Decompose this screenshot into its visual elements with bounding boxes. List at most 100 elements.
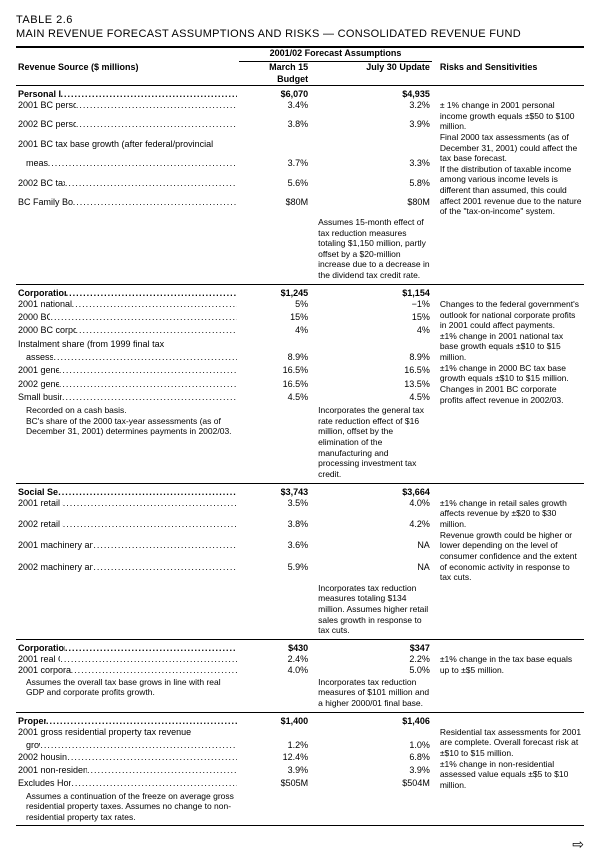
- row-label: 2002 retail sales growth: [16, 519, 239, 540]
- row-budget: 2.4%: [239, 654, 310, 665]
- row-update: $80M: [310, 197, 432, 217]
- row-update: 3.3%: [310, 158, 432, 177]
- row-label: Corporation Capital Tax: [16, 640, 239, 654]
- row-budget: 3.8%: [239, 519, 310, 540]
- row-budget: 3.4%: [239, 100, 310, 119]
- risk-note: [432, 583, 584, 636]
- row-update: 5.8%: [310, 178, 432, 197]
- row-risk: [432, 85, 584, 100]
- row-update: $504M: [310, 778, 432, 791]
- row-update: NA: [310, 562, 432, 583]
- row-label: 2001 gross residential property tax reve…: [16, 727, 239, 740]
- label-note: [16, 583, 239, 636]
- row-budget: [239, 727, 310, 740]
- row-update: $1,406: [310, 713, 432, 727]
- row-label: 2001 non-residential property value grow…: [16, 765, 239, 778]
- row-update: 4.0%: [310, 498, 432, 519]
- row-risk: [432, 713, 584, 727]
- row-update: 13.5%: [310, 379, 432, 392]
- risk-note: [432, 677, 584, 709]
- row-update: [310, 339, 432, 352]
- row-update: 15%: [310, 312, 432, 325]
- row-update: $4,935: [310, 85, 432, 100]
- row-update: 5.0%: [310, 665, 432, 676]
- row-budget: $80M: [239, 197, 310, 217]
- row-budget: 16.5%: [239, 365, 310, 378]
- row-update: $347: [310, 640, 432, 654]
- row-budget: 4.5%: [239, 392, 310, 405]
- risk-note: [432, 217, 584, 281]
- row-update: 8.9%: [310, 352, 432, 365]
- label-note: Assumes a continuation of the freeze on …: [16, 791, 239, 823]
- row-budget: [239, 139, 310, 158]
- row-budget: 3.7%: [239, 158, 310, 177]
- label-note: Assumes the overall tax base grows in li…: [16, 677, 239, 709]
- row-budget: 5%: [239, 299, 310, 312]
- row-risk: [432, 285, 584, 299]
- row-budget: $430: [239, 640, 310, 654]
- row-label: 2000 BC growth: [16, 312, 239, 325]
- row-update: 1.0%: [310, 740, 432, 753]
- row-update: 2.2%: [310, 654, 432, 665]
- row-budget: 3.5%: [239, 498, 310, 519]
- row-label: 2001 retail sales growth: [16, 498, 239, 519]
- table-title: MAIN REVENUE FORECAST ASSUMPTIONS AND RI…: [16, 28, 584, 40]
- update-note: Incorporates tax reduction measures of $…: [310, 677, 432, 709]
- row-budget: 3.9%: [239, 765, 310, 778]
- row-label: Personal Income Tax: [16, 85, 239, 100]
- row-update: 3.2%: [310, 100, 432, 119]
- row-risk: [432, 484, 584, 498]
- row-update: 3.9%: [310, 765, 432, 778]
- row-risk: ± 1% change in 2001 personal income grow…: [432, 100, 584, 217]
- row-budget: 3.8%: [239, 119, 310, 138]
- update-note: Incorporates tax reduction measures tota…: [310, 583, 432, 636]
- header-update: July 30 Update: [310, 62, 432, 86]
- row-budget: 1.2%: [239, 740, 310, 753]
- row-label: 2000 BC corporate profits growth: [16, 325, 239, 338]
- row-budget: 8.9%: [239, 352, 310, 365]
- row-label: Instalment share (from 1999 final tax: [16, 339, 239, 352]
- row-update: [310, 727, 432, 740]
- row-budget: 16.5%: [239, 379, 310, 392]
- update-note: [310, 791, 432, 823]
- row-label: 2002 BC personal income growth: [16, 119, 239, 138]
- row-label: 2002 general tax rate: [16, 379, 239, 392]
- row-label: 2001 corporate profits growth: [16, 665, 239, 676]
- row-risk: Changes to the federal government's outl…: [432, 299, 584, 405]
- row-update: 16.5%: [310, 365, 432, 378]
- row-budget: 4.0%: [239, 665, 310, 676]
- header-risks: Risks and Sensitivities: [432, 62, 584, 86]
- row-risk: ±1% change in the tax base equals up to …: [432, 654, 584, 677]
- row-label: assessments): [16, 352, 239, 365]
- row-risk: [432, 640, 584, 654]
- row-label: 2001 real GDP growth: [16, 654, 239, 665]
- row-label: 2001 machinery and equipment spending gr…: [16, 540, 239, 561]
- row-update: 4.5%: [310, 392, 432, 405]
- continue-arrow: ⇨: [16, 826, 584, 853]
- row-budget: 5.9%: [239, 562, 310, 583]
- label-note: Recorded on a cash basis. BC's share of …: [16, 405, 239, 479]
- row-label: Social Services Tax: [16, 484, 239, 498]
- row-update: 6.8%: [310, 752, 432, 765]
- row-budget: [239, 339, 310, 352]
- risk-note: [432, 791, 584, 823]
- row-update: $3,664: [310, 484, 432, 498]
- risk-note: [432, 405, 584, 479]
- row-label: 2001 national tax base growth: [16, 299, 239, 312]
- update-note: Incorporates the general tax rate reduct…: [310, 405, 432, 479]
- table-number: TABLE 2.6: [16, 14, 584, 26]
- row-budget: $3,743: [239, 484, 310, 498]
- header-forecast: 2001/02 Forecast Assumptions: [239, 48, 432, 62]
- header-source: Revenue Source ($ millions): [16, 62, 239, 86]
- row-label: 2001 BC tax base growth (after federal/p…: [16, 139, 239, 158]
- row-label: 2001 general tax rate: [16, 365, 239, 378]
- header-budget: March 15 Budget: [239, 62, 310, 86]
- row-label: 2002 housing starts growth: [16, 752, 239, 765]
- row-label: Corporation Income Tax: [16, 285, 239, 299]
- row-budget: 3.6%: [239, 540, 310, 561]
- label-note: [16, 217, 239, 281]
- row-label: Property Tax: [16, 713, 239, 727]
- row-update: [310, 139, 432, 158]
- row-budget: $505M: [239, 778, 310, 791]
- row-budget: 15%: [239, 312, 310, 325]
